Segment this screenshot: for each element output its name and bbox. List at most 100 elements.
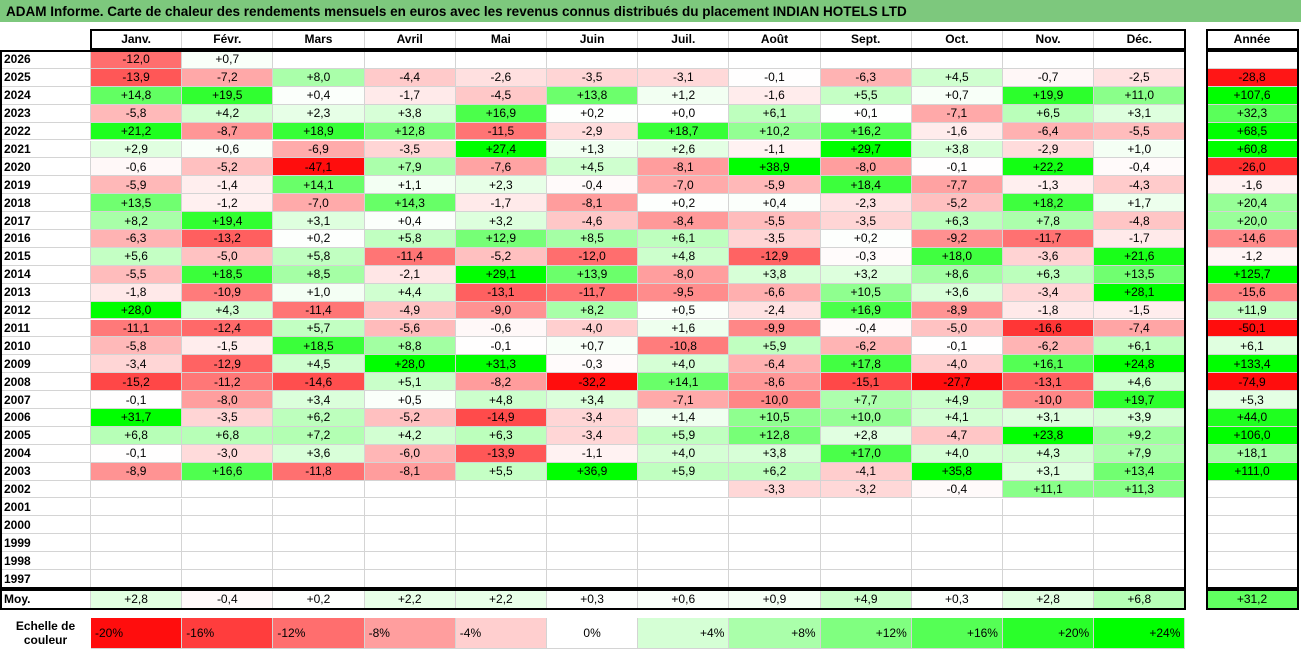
month-cell: +24,8: [1094, 355, 1186, 374]
month-cell: +14,1: [273, 176, 365, 195]
month-cell: [91, 516, 183, 535]
month-cell: +6,1: [638, 230, 730, 248]
month-cell: -1,1: [729, 140, 821, 159]
annual-cell: -28,8: [1207, 68, 1298, 87]
month-cell: -1,5: [1094, 301, 1186, 320]
month-cell: +5,1: [364, 373, 456, 392]
month-cell: -3,5: [729, 230, 821, 248]
month-cell: +5,7: [273, 319, 365, 338]
month-cell: -3,0: [182, 444, 274, 463]
month-cell: -2,9: [1003, 140, 1095, 159]
month-cell: [1094, 570, 1186, 588]
month-cell: +0,5: [638, 301, 730, 320]
month-cell: [911, 534, 1003, 553]
month-cell: +8,0: [273, 68, 365, 87]
month-cell: +28,1: [1094, 283, 1186, 302]
month-cell: +3,8: [729, 265, 821, 284]
month-cell: [547, 51, 639, 69]
month-cell: [182, 498, 274, 517]
year-label: 1998: [0, 552, 91, 571]
month-cell: -12,0: [547, 247, 639, 266]
year-label: 2025: [0, 68, 91, 87]
month-cell: [1094, 552, 1186, 571]
month-cell: [273, 480, 365, 499]
year-label: 2000: [0, 516, 91, 535]
average-cell: +0,2: [273, 590, 365, 609]
month-cell: [364, 570, 456, 588]
month-cell: [455, 51, 547, 69]
month-cell: -5,8: [91, 337, 183, 356]
month-cell: +3,1: [273, 212, 365, 230]
month-cell: +23,8: [1003, 426, 1095, 445]
month-cell: +0,0: [638, 104, 730, 123]
month-cell: -8,1: [638, 158, 730, 177]
month-cell: +9,2: [1094, 426, 1186, 445]
annual-cell: [1207, 51, 1298, 69]
month-cell: -8,9: [91, 462, 183, 481]
month-cell: -12,0: [91, 51, 183, 69]
month-cell: +3,4: [547, 391, 639, 409]
month-cell: +18,2: [1003, 194, 1095, 213]
scale-step: -8%: [364, 618, 456, 649]
month-cell: +6,3: [911, 212, 1003, 230]
month-cell: -13,9: [91, 68, 183, 87]
month-cell: +5,9: [729, 337, 821, 356]
month-cell: +11,1: [1003, 480, 1095, 499]
month-cell: [273, 570, 365, 588]
month-cell: [729, 516, 821, 535]
month-cell: [638, 51, 730, 69]
month-cell: +14,8: [91, 86, 183, 105]
average-cell: +0,6: [638, 590, 730, 609]
month-cell: +4,2: [364, 426, 456, 445]
month-cell: [364, 552, 456, 571]
month-cell: -47,1: [273, 158, 365, 177]
month-cell: +5,9: [638, 426, 730, 445]
month-cell: -2,6: [455, 68, 547, 87]
month-cell: [911, 516, 1003, 535]
month-cell: -8,0: [820, 158, 912, 177]
month-cell: +16,6: [182, 462, 274, 481]
month-cell: [182, 480, 274, 499]
month-cell: -1,3: [1003, 176, 1095, 195]
month-cell: [820, 570, 912, 588]
month-header: Févr.: [182, 30, 274, 49]
month-cell: -1,5: [182, 337, 274, 356]
month-cell: -8,1: [547, 194, 639, 213]
year-label: 2004: [0, 444, 91, 463]
month-cell: -7,7: [911, 176, 1003, 195]
average-cell: +0,3: [547, 590, 639, 609]
month-cell: -0,1: [729, 68, 821, 87]
month-cell: +22,2: [1003, 158, 1095, 177]
month-cell: -8,9: [911, 301, 1003, 320]
month-cell: -12,4: [182, 319, 274, 338]
month-cell: -1,6: [911, 122, 1003, 141]
month-cell: [273, 498, 365, 517]
scale-step: 0%: [547, 618, 639, 649]
month-cell: -3,2: [820, 480, 912, 499]
month-cell: [1003, 552, 1095, 571]
year-label: 2003: [0, 462, 91, 481]
month-cell: [1094, 51, 1186, 69]
month-cell: +13,9: [547, 265, 639, 284]
month-cell: +1,1: [364, 176, 456, 195]
month-cell: -5,8: [91, 104, 183, 123]
annual-cell: +20,0: [1207, 212, 1298, 230]
month-cell: +4,0: [911, 444, 1003, 463]
month-cell: +4,6: [1094, 373, 1186, 392]
month-cell: -1,7: [1094, 230, 1186, 248]
month-cell: +4,0: [638, 444, 730, 463]
month-cell: +4,3: [182, 301, 274, 320]
month-cell: +2,3: [273, 104, 365, 123]
scale-step: +12%: [820, 618, 912, 649]
average-cell: +2,2: [364, 590, 456, 609]
month-cell: [1003, 534, 1095, 553]
scale-step: +24%: [1094, 618, 1186, 649]
average-cell: +2,8: [1003, 590, 1095, 609]
month-cell: [455, 516, 547, 535]
month-cell: -7,0: [638, 176, 730, 195]
annual-cell: +68,5: [1207, 122, 1298, 141]
month-cell: +11,0: [1094, 86, 1186, 105]
annual-cell: [1207, 570, 1298, 588]
month-cell: [820, 552, 912, 571]
month-cell: [820, 498, 912, 517]
